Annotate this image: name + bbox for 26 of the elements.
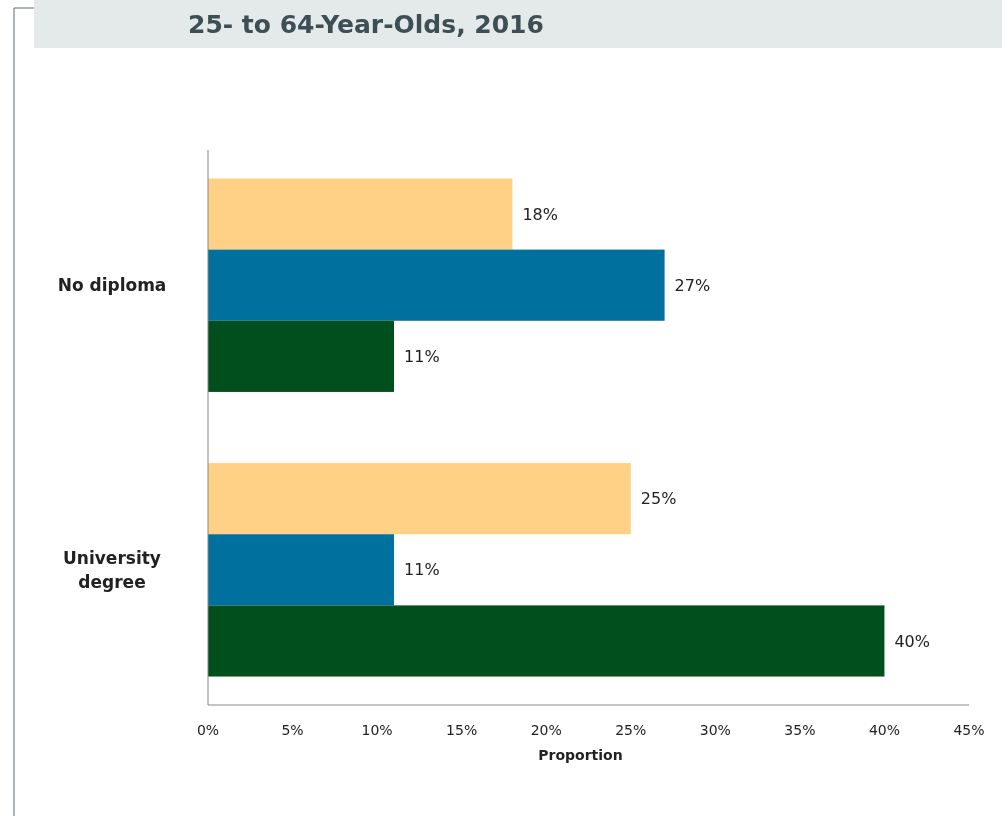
x-axis-title: Proportion <box>538 747 623 763</box>
bar <box>208 249 665 321</box>
bar <box>208 463 631 535</box>
x-tick-label: 35% <box>784 722 816 738</box>
x-tick-label: 30% <box>699 722 731 738</box>
data-label: 11% <box>404 346 440 366</box>
bar <box>208 320 395 392</box>
x-tick-label: 45% <box>953 722 985 738</box>
data-label: 40% <box>894 631 931 651</box>
y-tick-label: University degree <box>63 547 161 592</box>
chart-title: 25- to 64-Year-Olds, 2016 <box>188 10 544 39</box>
y-tick-label: No diploma <box>57 275 167 296</box>
data-label: 18% <box>522 204 558 224</box>
bar <box>208 534 395 606</box>
x-tick-label: 40% <box>868 722 901 738</box>
data-label: 11% <box>404 560 440 580</box>
bar <box>208 178 513 250</box>
x-tick-label: 20% <box>530 722 562 738</box>
x-tick-label: 5% <box>281 722 304 738</box>
x-tick-label: 0% <box>196 722 220 738</box>
bar <box>208 605 885 677</box>
x-tick-label: 15% <box>446 722 478 738</box>
data-label: 27% <box>674 275 711 295</box>
x-tick-label: 10% <box>361 722 393 738</box>
data-label: 25% <box>640 489 677 509</box>
x-tick-label: 25% <box>615 722 647 738</box>
